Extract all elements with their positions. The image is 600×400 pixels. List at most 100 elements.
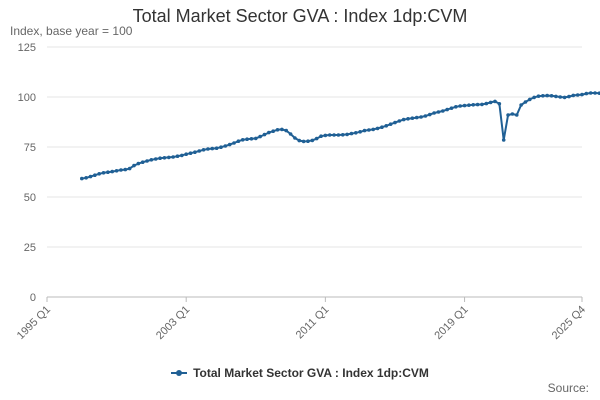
x-tick-label: 2011 Q1	[294, 304, 332, 342]
data-point	[445, 107, 449, 112]
y-tick-label: 50	[24, 192, 36, 204]
data-point	[371, 127, 376, 132]
data-point	[80, 176, 84, 181]
data-point	[240, 138, 245, 142]
gridlines	[47, 46, 582, 298]
data-point	[406, 117, 410, 121]
data-point	[114, 169, 119, 173]
data-point	[401, 117, 406, 122]
data-point	[501, 138, 506, 142]
data-point	[162, 156, 167, 160]
data-point	[119, 168, 123, 172]
data-point	[210, 146, 215, 151]
data-point	[297, 138, 302, 143]
data-point	[93, 173, 97, 177]
data-point	[136, 161, 141, 166]
data-point	[467, 103, 471, 107]
data-point	[219, 145, 223, 149]
chart-title: Total Market Sector GVA : Index 1dp:CVM	[132, 6, 468, 26]
data-point	[588, 91, 593, 95]
y-tick-label: 0	[30, 292, 36, 304]
data-point	[493, 99, 497, 104]
data-point	[427, 112, 432, 117]
data-point	[123, 167, 128, 172]
data-point	[519, 103, 523, 107]
data-point	[354, 131, 358, 135]
data-point	[432, 111, 436, 115]
data-point	[536, 94, 541, 98]
data-point	[158, 156, 162, 160]
data-point	[288, 132, 293, 136]
data-point	[523, 100, 528, 104]
data-point	[358, 130, 362, 134]
data-point	[88, 174, 93, 179]
data-point	[488, 100, 493, 105]
data-point	[497, 102, 502, 106]
data-point	[375, 126, 380, 131]
chart-subtitle: Index, base year = 100	[10, 24, 133, 38]
data-point	[253, 136, 258, 141]
data-point	[101, 171, 106, 175]
data-point	[510, 112, 515, 116]
data-point	[441, 109, 445, 113]
data-point	[340, 133, 345, 137]
data-point	[528, 97, 532, 102]
data-point	[206, 147, 210, 151]
data-point	[584, 91, 589, 96]
data-point	[380, 125, 384, 129]
data-point	[171, 155, 175, 159]
y-tick-label: 25	[24, 242, 36, 254]
data-point	[84, 176, 88, 180]
legend-line-marker-icon	[171, 367, 188, 379]
x-tick-label: 1995 Q1	[15, 304, 53, 342]
data-point	[549, 94, 554, 98]
data-point	[575, 93, 580, 97]
data-point	[332, 133, 336, 137]
data-point	[214, 146, 219, 150]
data-point	[423, 114, 428, 118]
data-point	[458, 104, 463, 108]
data-point	[236, 139, 241, 143]
data-point	[397, 119, 402, 123]
data-point	[349, 131, 354, 136]
data-point	[197, 149, 202, 153]
data-point	[284, 128, 289, 133]
data-point	[484, 101, 489, 106]
data-point	[393, 120, 397, 125]
data-point	[480, 102, 484, 107]
legend[interactable]: Total Market Sector GVA : Index 1dp:CVM	[0, 366, 600, 380]
data-point	[258, 134, 262, 139]
data-point	[414, 115, 419, 120]
data-point	[419, 115, 423, 119]
data-point	[127, 166, 132, 171]
data-point	[532, 95, 536, 100]
x-tick-label: 2019 Q1	[432, 304, 470, 342]
data-point	[306, 139, 310, 143]
y-tick-label: 100	[18, 92, 36, 104]
y-tick-label: 125	[18, 42, 36, 54]
data-point	[410, 116, 415, 120]
data-point	[149, 158, 154, 162]
data-point	[262, 132, 267, 137]
x-axis: 1995 Q1 2003 Q1 2011 Q1 2019 Q1 2025 Q4	[15, 297, 588, 342]
data-point	[232, 141, 236, 145]
data-point	[227, 142, 232, 147]
data-point	[293, 136, 297, 140]
data-point	[571, 93, 576, 98]
data-point	[301, 139, 306, 144]
data-point	[436, 110, 441, 114]
source-label: Source:	[547, 381, 589, 395]
data-point	[153, 157, 158, 161]
data-point	[558, 95, 563, 99]
data-point	[314, 136, 319, 141]
legend-label: Total Market Sector GVA : Index 1dp:CVM	[193, 366, 429, 380]
data-point	[475, 102, 480, 107]
data-point	[562, 95, 567, 100]
data-point	[388, 122, 393, 126]
data-point	[471, 103, 476, 107]
data-point	[367, 128, 371, 132]
data-point	[267, 130, 271, 135]
data-point	[545, 93, 549, 98]
data-point	[271, 129, 275, 133]
